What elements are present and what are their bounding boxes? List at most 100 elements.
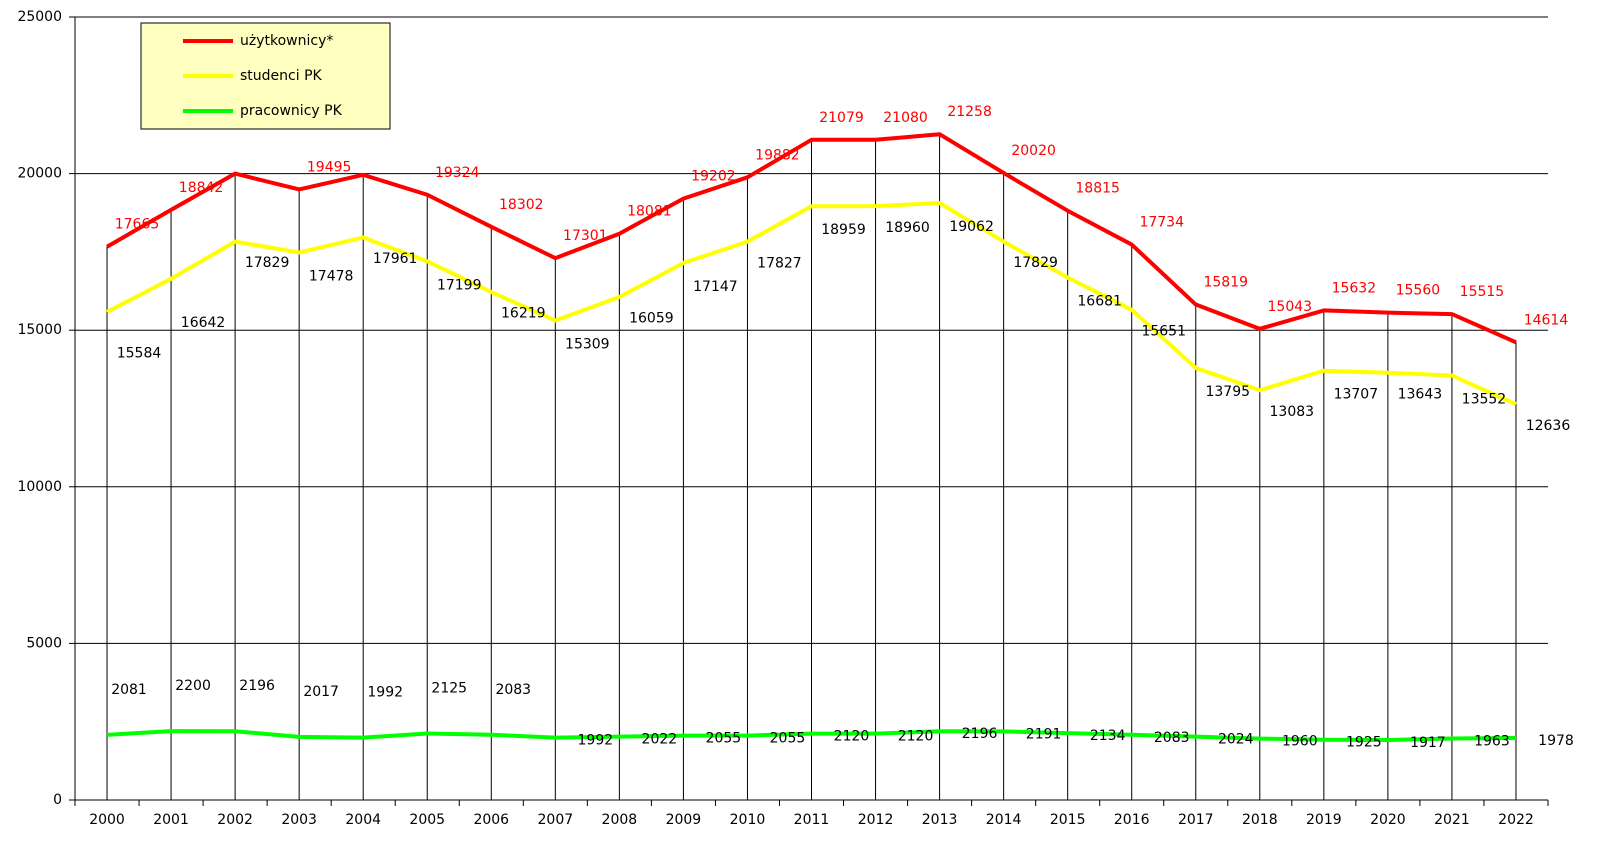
data-label: 17478 <box>309 269 354 285</box>
data-label: 12636 <box>1526 418 1571 434</box>
data-label: 15632 <box>1332 280 1377 296</box>
data-label: 17827 <box>757 255 802 271</box>
data-label: 2055 <box>706 731 742 747</box>
y-tick-label: 5000 <box>26 635 62 651</box>
data-label: 15560 <box>1396 283 1441 299</box>
x-tick-label: 2019 <box>1306 812 1342 828</box>
x-tick-label: 2010 <box>730 812 766 828</box>
data-label: 2081 <box>111 682 147 698</box>
y-tick-label: 25000 <box>17 9 62 25</box>
x-tick-label: 2011 <box>794 812 830 828</box>
series-line <box>106 132 1517 345</box>
x-tick-label: 2004 <box>345 812 381 828</box>
x-tick-label: 2022 <box>1498 812 1534 828</box>
data-label: 19495 <box>307 159 352 175</box>
data-label: 21258 <box>947 104 992 120</box>
x-tick-label: 2007 <box>538 812 574 828</box>
data-label: 1978 <box>1538 733 1574 749</box>
x-tick-label: 2013 <box>922 812 958 828</box>
x-tick-label: 2003 <box>281 812 317 828</box>
data-label: 16681 <box>1077 294 1122 310</box>
data-label: 21080 <box>883 110 928 126</box>
data-label: 15651 <box>1141 323 1186 339</box>
x-tick-label: 2021 <box>1434 812 1470 828</box>
data-label: 17829 <box>1013 255 1058 271</box>
data-label: 18959 <box>821 222 866 238</box>
data-label: 17147 <box>693 279 738 295</box>
data-label: 18815 <box>1075 181 1120 197</box>
data-label: 19324 <box>435 165 480 181</box>
x-tick-label: 2009 <box>666 812 702 828</box>
data-label: 2120 <box>834 729 870 745</box>
x-tick-label: 2016 <box>1114 812 1150 828</box>
legend-box <box>140 22 391 130</box>
x-tick-label: 2018 <box>1242 812 1278 828</box>
x-tick-label: 2005 <box>409 812 445 828</box>
data-label: 17734 <box>1139 215 1184 231</box>
data-label: 17665 <box>115 217 160 233</box>
data-label: 13643 <box>1398 386 1443 402</box>
data-label: 15309 <box>565 337 610 353</box>
x-tick-label: 2014 <box>986 812 1022 828</box>
data-label: 20020 <box>1011 143 1056 159</box>
data-label: 18081 <box>627 204 672 220</box>
data-label: 17301 <box>563 228 608 244</box>
data-label: 17829 <box>245 255 290 271</box>
x-tick-label: 2006 <box>473 812 509 828</box>
data-label: 15819 <box>1203 275 1248 291</box>
data-label: 17961 <box>373 251 418 267</box>
data-label: 1917 <box>1410 735 1446 751</box>
legend-label: użytkownicy* <box>240 33 333 49</box>
data-label: 16642 <box>181 315 226 331</box>
data-label: 21079 <box>819 110 864 126</box>
data-label: 13795 <box>1205 384 1250 400</box>
y-tick-label: 10000 <box>17 479 62 495</box>
data-label: 18960 <box>885 220 930 236</box>
data-label: 1992 <box>578 733 614 749</box>
data-label: 1960 <box>1282 734 1318 750</box>
data-label: 2134 <box>1090 728 1126 744</box>
data-label: 15043 <box>1268 299 1313 315</box>
data-label: 2191 <box>1026 726 1062 742</box>
data-label: 1925 <box>1346 735 1382 751</box>
legend: użytkownicy* studenci PK pracownicy PK <box>140 22 391 130</box>
data-label: 2125 <box>431 680 467 696</box>
x-tick-label: 2017 <box>1178 812 1214 828</box>
data-label: 18302 <box>499 197 544 213</box>
data-label: 13707 <box>1334 387 1379 403</box>
legend-label: studenci PK <box>240 68 323 84</box>
y-tick-label: 0 <box>53 792 62 808</box>
data-label: 2024 <box>1218 732 1254 748</box>
data-label: 2120 <box>898 729 934 745</box>
data-label: 1992 <box>367 685 403 701</box>
x-tick-label: 2008 <box>602 812 638 828</box>
data-label: 16219 <box>501 306 546 322</box>
data-label: 2200 <box>175 678 211 694</box>
data-label: 15515 <box>1460 284 1505 300</box>
x-tick-label: 2001 <box>153 812 189 828</box>
legend-label: pracownicy PK <box>240 103 343 119</box>
data-label: 18842 <box>179 180 224 196</box>
data-label: 2017 <box>303 684 339 700</box>
data-label: 14614 <box>1524 312 1569 328</box>
data-label: 2196 <box>239 678 275 694</box>
data-label: 2055 <box>770 731 806 747</box>
data-label: 19062 <box>949 219 994 235</box>
series-line <box>106 200 1517 407</box>
data-label: 2196 <box>962 726 998 742</box>
data-label: 19202 <box>691 169 736 185</box>
data-label: 17199 <box>437 277 482 293</box>
data-label: 19882 <box>755 147 800 163</box>
data-label: 2083 <box>495 682 531 698</box>
x-tick-label: 2015 <box>1050 812 1086 828</box>
data-label: 15584 <box>117 346 162 362</box>
data-label: 13552 <box>1462 392 1507 408</box>
data-label: 16059 <box>629 311 674 327</box>
x-tick-label: 2012 <box>858 812 894 828</box>
x-tick-label: 2000 <box>89 812 125 828</box>
x-tick-label: 2020 <box>1370 812 1406 828</box>
data-label: 1963 <box>1474 734 1510 750</box>
data-label: 2083 <box>1154 730 1190 746</box>
y-tick-label: 20000 <box>17 166 62 182</box>
